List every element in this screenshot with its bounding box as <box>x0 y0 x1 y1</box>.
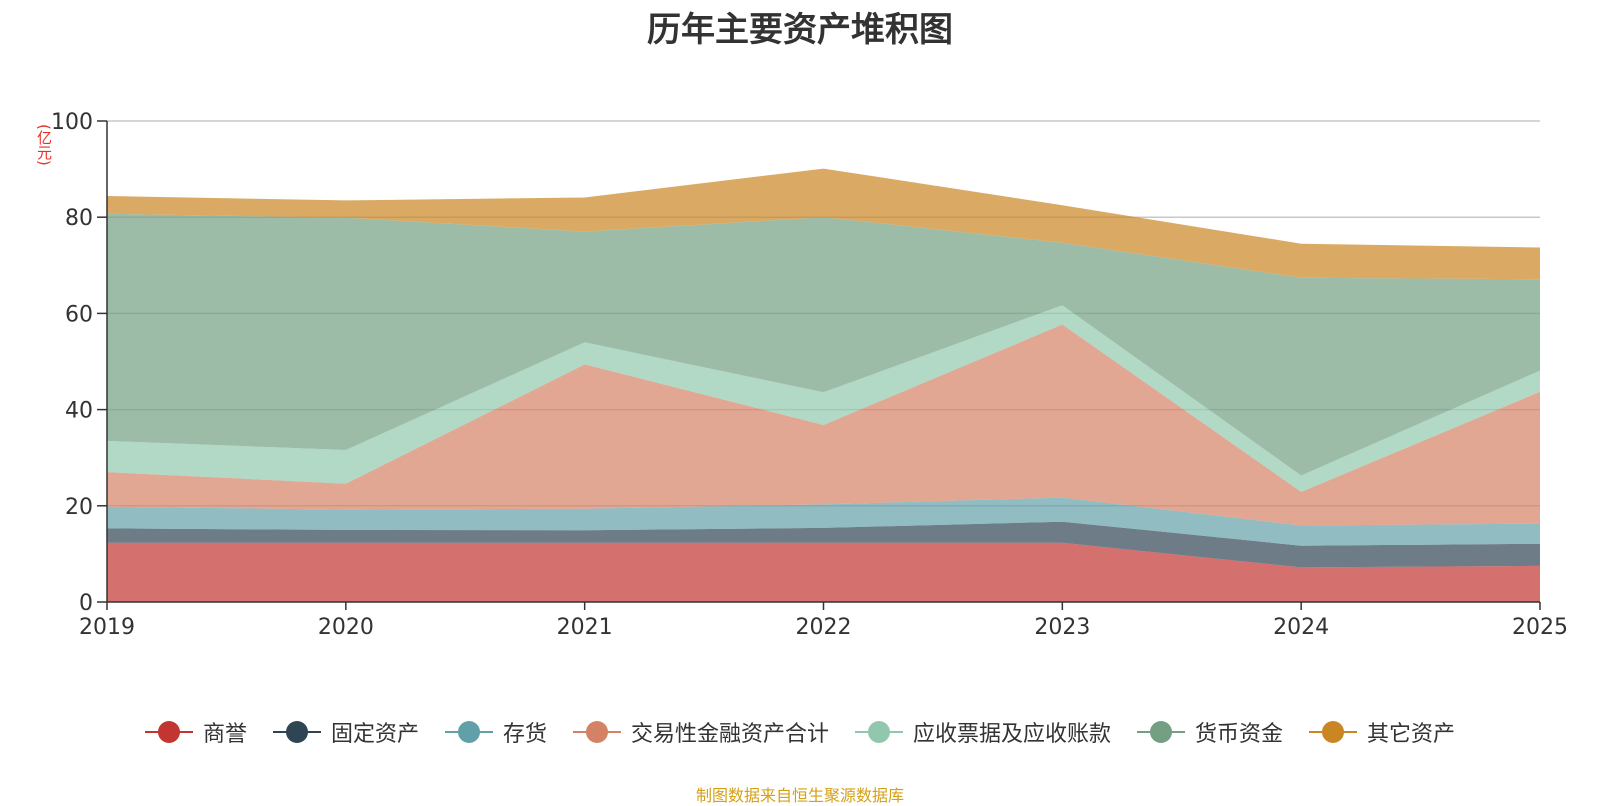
legend-label: 存货 <box>502 722 547 747</box>
y-tick-label: 40 <box>65 399 93 424</box>
legend-item-2[interactable]: 存货 <box>444 716 547 748</box>
legend-marker-icon <box>272 720 321 744</box>
stacked-area-chart: 0 20 40 60 80 100 2019 2020 2021 2022 2023 2024 2025 <box>51 110 1568 640</box>
y-tick-label: 60 <box>65 302 93 327</box>
legend-label: 应收票据及应收账款 <box>913 722 1112 747</box>
x-tick-label: 2025 <box>1512 615 1568 640</box>
legend-marker-icon <box>855 720 903 744</box>
legend-label: 交易性金融资产合计 <box>630 722 829 747</box>
x-tick-label: 2023 <box>1034 615 1090 640</box>
x-tick-label: 2021 <box>557 615 613 640</box>
source-note: 制图数据来自恒生聚源数据库 <box>695 786 904 805</box>
y-tick-label: 80 <box>65 206 93 231</box>
legend-item-0[interactable]: 商誉 <box>144 716 247 748</box>
y-axis-unit: (亿元) <box>35 124 53 166</box>
area-series-5[interactable] <box>107 213 1540 476</box>
area-series-6[interactable] <box>107 168 1540 280</box>
x-tick-label: 2020 <box>318 615 374 640</box>
area-series <box>107 168 1540 602</box>
legend-label: 其它资产 <box>1367 722 1456 747</box>
y-tick-label: 100 <box>51 110 93 135</box>
area-series-1[interactable] <box>107 521 1540 568</box>
legend-label: 货币资金 <box>1195 722 1284 747</box>
area-series-4[interactable] <box>107 305 1540 492</box>
chart-title: 历年主要资产堆积图 <box>647 10 953 50</box>
axes: 0 20 40 60 80 100 2019 2020 2021 2022 2023 2024 2025 <box>51 110 1568 640</box>
legend-item-4[interactable]: 应收票据及应收账款 <box>855 716 1111 748</box>
legend-marker-icon <box>444 720 493 744</box>
legend-marker-icon <box>1137 720 1186 744</box>
legend-item-3[interactable]: 交易性金融资产合计 <box>572 716 829 748</box>
legend-item-5[interactable]: 货币资金 <box>1137 716 1283 748</box>
x-tick-label: 2022 <box>796 615 852 640</box>
legend-label: 固定资产 <box>330 722 419 747</box>
area-series-2[interactable] <box>107 497 1540 546</box>
area-series-0[interactable] <box>107 542 1540 602</box>
legend-item-1[interactable]: 固定资产 <box>272 716 419 748</box>
legend: 商誉 固定资产 存货 交易性金融资产合计 应收票据及应收账款 货币资金 其它资产 <box>0 716 1600 748</box>
legend-marker-icon <box>144 720 193 744</box>
legend-marker-icon <box>572 720 621 744</box>
x-tick-label: 2024 <box>1273 615 1329 640</box>
x-tick-label: 2019 <box>79 615 135 640</box>
y-tick-label: 20 <box>65 495 93 520</box>
legend-item-6[interactable]: 其它资产 <box>1309 716 1455 748</box>
legend-marker-icon <box>1309 720 1358 744</box>
y-tick-label: 0 <box>79 591 93 616</box>
legend-label: 商誉 <box>202 722 247 747</box>
